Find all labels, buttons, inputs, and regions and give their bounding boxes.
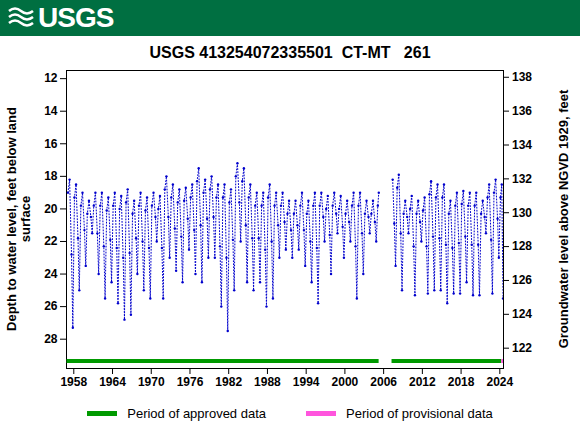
svg-text:136: 136 bbox=[512, 104, 532, 118]
svg-text:26: 26 bbox=[44, 299, 58, 313]
svg-text:2018: 2018 bbox=[448, 375, 475, 389]
svg-text:132: 132 bbox=[512, 172, 532, 186]
svg-text:22: 22 bbox=[44, 234, 58, 248]
svg-text:2024: 2024 bbox=[486, 375, 513, 389]
svg-text:1976: 1976 bbox=[177, 375, 204, 389]
svg-text:14: 14 bbox=[44, 104, 58, 118]
svg-text:126: 126 bbox=[512, 273, 532, 287]
html-text:Period of approved data: Period of approved data bbox=[127, 405, 266, 421]
svg-text:1958: 1958 bbox=[60, 375, 87, 389]
svg-text:Depth to water level, feet bel: Depth to water level, feet below landsur… bbox=[4, 107, 33, 331]
svg-text:2012: 2012 bbox=[409, 375, 436, 389]
svg-text:18: 18 bbox=[44, 169, 58, 183]
svg-text:1988: 1988 bbox=[254, 375, 281, 389]
html-text:USGS 413254072335501 CT-MT 261: USGS 413254072335501 CT-MT 261 bbox=[149, 44, 431, 61]
html-text:USGS: USGS bbox=[38, 2, 114, 33]
svg-text:24: 24 bbox=[44, 267, 58, 281]
svg-text:1994: 1994 bbox=[293, 375, 320, 389]
svg-text:128: 128 bbox=[512, 239, 532, 253]
svg-text:134: 134 bbox=[512, 138, 532, 152]
svg-text:20: 20 bbox=[44, 202, 58, 216]
svg-text:124: 124 bbox=[512, 307, 532, 321]
svg-text:2006: 2006 bbox=[370, 375, 397, 389]
svg-text:122: 122 bbox=[512, 341, 532, 355]
svg-text:28: 28 bbox=[44, 332, 58, 346]
html-text:Period of provisional data: Period of provisional data bbox=[346, 405, 493, 421]
svg-text:16: 16 bbox=[44, 137, 58, 151]
svg-text:Groundwater level above NGVD 1: Groundwater level above NGVD 1929, feet bbox=[556, 89, 571, 348]
svg-text:2000: 2000 bbox=[332, 375, 359, 389]
svg-text:1970: 1970 bbox=[138, 375, 165, 389]
svg-text:1982: 1982 bbox=[215, 375, 242, 389]
svg-text:12: 12 bbox=[44, 71, 58, 85]
svg-text:130: 130 bbox=[512, 206, 532, 220]
svg-text:1964: 1964 bbox=[99, 375, 126, 389]
svg-text:138: 138 bbox=[512, 70, 532, 84]
